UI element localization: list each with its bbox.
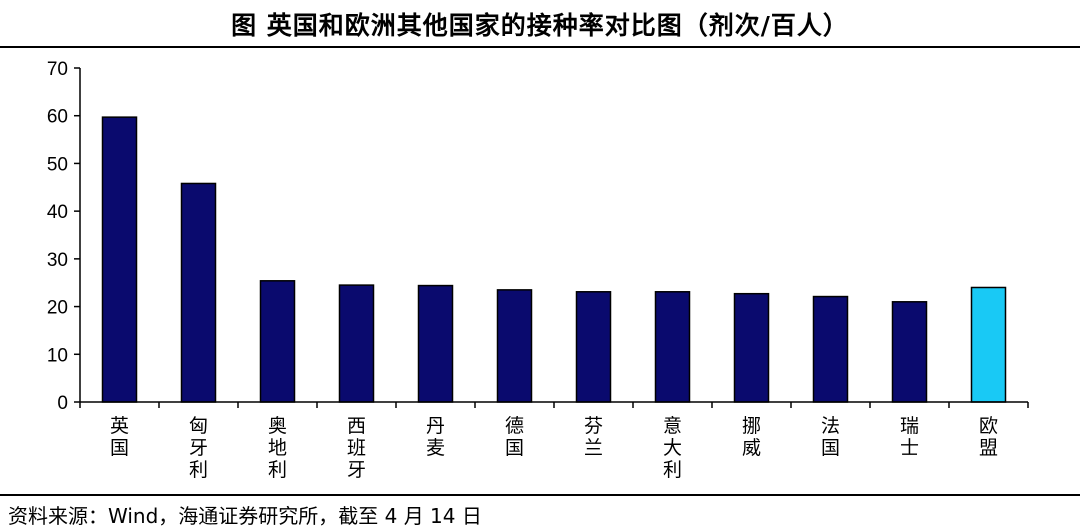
category-label: 芬兰 xyxy=(584,415,603,459)
x-axis: 英国 匈牙利 奥地利 西班牙 丹麦 德国 芬兰 意大利 挪威 法国 瑞士 欧盟 xyxy=(79,401,1029,481)
category-label: 意大利 xyxy=(663,415,682,481)
bar-6 xyxy=(496,289,533,403)
y-tick-label: 10 xyxy=(47,345,68,366)
bar-3 xyxy=(259,280,296,403)
bar-9 xyxy=(733,292,770,403)
top-rule xyxy=(0,46,1080,48)
category-label: 挪威 xyxy=(742,415,761,459)
bar-2 xyxy=(180,182,217,403)
category-label: 英国 xyxy=(110,415,129,459)
category-label: 奥地利 xyxy=(268,415,287,481)
category-label: 法国 xyxy=(821,415,840,459)
y-tick-label: 60 xyxy=(47,107,68,128)
bar-5 xyxy=(417,284,454,403)
y-tick-label: 0 xyxy=(57,393,68,414)
bar-chart: 0 10 20 30 40 50 60 70 英国 匈牙利 奥地利 西班牙 丹麦 德国 芬兰 意大利 挪威 法国… xyxy=(47,59,1029,481)
category-label: 瑞士 xyxy=(900,415,919,459)
y-tick-label: 40 xyxy=(47,202,68,223)
category-label: 德国 xyxy=(505,415,524,459)
category-label: 丹麦 xyxy=(426,415,445,459)
bars xyxy=(101,116,1007,403)
y-axis: 0 10 20 30 40 50 60 70 xyxy=(47,59,81,414)
bar-8 xyxy=(654,291,691,403)
category-label: 匈牙利 xyxy=(189,415,208,481)
bar-7 xyxy=(575,291,612,403)
y-tick-label: 70 xyxy=(47,59,68,80)
source-note: 资料来源：Wind，海通证券研究所，截至 4 月 14 日 xyxy=(8,504,482,528)
bar-1 xyxy=(101,116,138,403)
bar-10 xyxy=(812,295,849,403)
bar-12 xyxy=(970,286,1007,403)
y-tick-label: 50 xyxy=(47,154,68,175)
bar-4 xyxy=(338,284,375,403)
chart-title: 图 英国和欧洲其他国家的接种率对比图（剂次/百人） xyxy=(231,11,849,40)
bottom-rule xyxy=(0,494,1080,496)
category-label: 西班牙 xyxy=(347,415,366,481)
y-tick-label: 30 xyxy=(47,250,68,271)
category-label: 欧盟 xyxy=(979,415,998,459)
y-tick-label: 20 xyxy=(47,298,68,319)
bar-11 xyxy=(891,301,928,403)
